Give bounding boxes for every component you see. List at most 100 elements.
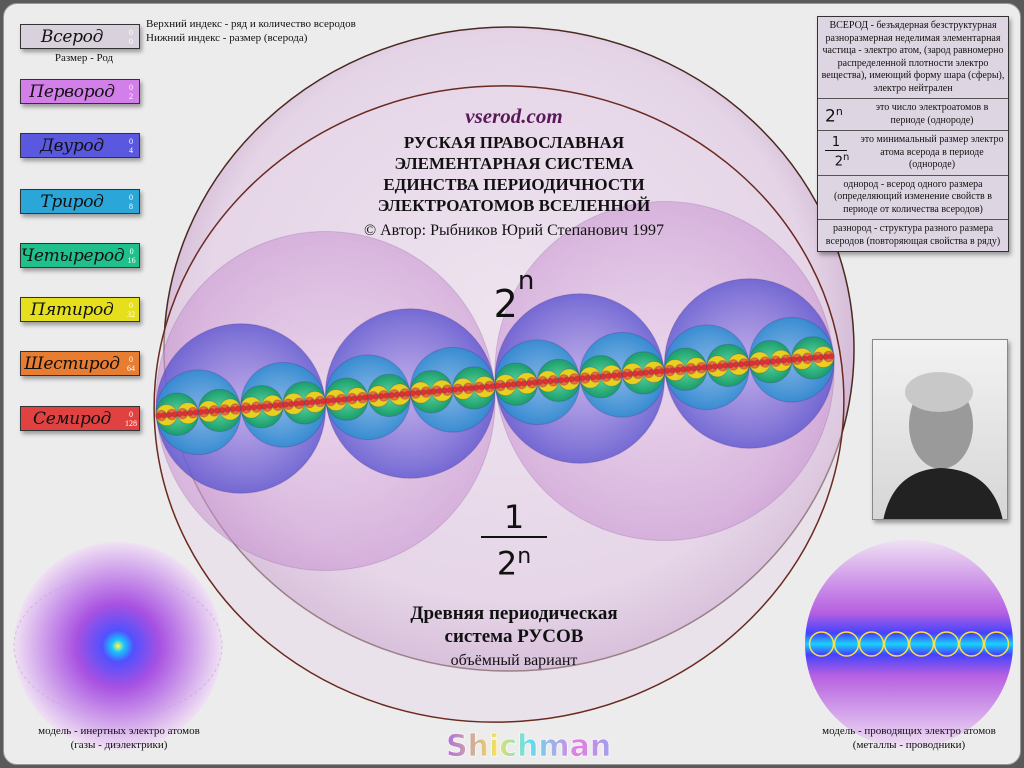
vserod-sphere-level-7	[552, 377, 560, 384]
vserod-sphere-level-7	[754, 359, 761, 366]
vserod-sphere-level-7	[558, 376, 565, 384]
vserod-sphere-level-7	[155, 412, 162, 419]
vserod-sphere-level-7	[769, 358, 777, 365]
vserod-sphere-level-7	[208, 407, 215, 415]
legend-item-2: Двурод 0 4	[20, 133, 140, 158]
vserod-sphere-level-7	[171, 411, 178, 418]
vserod-sphere-level-7	[282, 401, 289, 408]
author-portrait	[872, 339, 1008, 520]
vserod-sphere-level-7	[377, 392, 385, 400]
vserod-sphere-level-7	[309, 399, 316, 406]
vserod-sphere-level-7	[224, 406, 231, 413]
legend-item-index: 0 16	[127, 246, 136, 265]
vserod-sphere-level-7	[759, 359, 766, 366]
size-note: Размер - Род	[54, 52, 114, 64]
vserod-sphere-level-7	[780, 357, 787, 364]
vserod-sphere-level-7	[738, 361, 745, 368]
main-title: РУСКАЯ ПРАВОСЛАВНАЯ ЭЛЕМЕНТАРНАЯ СИСТЕМА Е…	[377, 133, 651, 215]
vserod-sphere-level-7	[701, 364, 708, 371]
vserod-sphere-level-7	[229, 406, 236, 413]
vserod-sphere-level-7	[362, 394, 369, 401]
vserod-sphere-level-7	[642, 369, 650, 376]
vserod-sphere-level-7	[325, 397, 332, 404]
conductive-atom	[883, 631, 910, 657]
legend-item-name: Пятирод	[30, 299, 114, 320]
vserod-sphere-level-7	[764, 358, 771, 366]
legend-item-name: Четырерод	[21, 245, 125, 266]
vserod-sphere-level-7	[547, 377, 554, 385]
legend-item-index: 0 32	[127, 300, 135, 319]
conductive-atom	[933, 631, 960, 657]
legend-item-name: Семирод	[33, 408, 111, 429]
vserod-sphere-level-7	[727, 361, 734, 369]
vserod-sphere-level-7	[372, 393, 379, 400]
vserod-sphere-level-7	[250, 404, 258, 411]
vserod-sphere-level-7	[430, 388, 438, 395]
legend-item-4: Четырерод 0 16	[20, 243, 140, 268]
inert-model-sphere	[14, 542, 222, 750]
vserod-sphere-level-7	[748, 360, 756, 367]
vserod-sphere-level-7	[436, 387, 443, 395]
conductive-atom	[958, 631, 985, 657]
vserod-sphere-level-7	[187, 409, 194, 417]
legend-item-6: Шестирод 0 64	[20, 351, 140, 376]
vserod-sphere-level-7	[669, 367, 676, 374]
vserod-sphere-level-7	[314, 398, 321, 405]
vserod-sphere-level-7	[446, 386, 454, 394]
vserod-sphere-level-7	[600, 373, 607, 380]
conductive-atom	[858, 631, 885, 657]
vserod-sphere-level-7	[632, 370, 639, 377]
vserod-sphere-level-7	[785, 356, 793, 364]
legend-item-name: Шестирод	[24, 353, 120, 374]
vserod-sphere-level-7	[335, 396, 342, 403]
vserod-sphere-level-7	[240, 405, 247, 412]
vserod-sphere-level-7	[791, 356, 798, 363]
vserod-sphere-level-7	[817, 354, 824, 361]
vserod-sphere-level-7	[653, 368, 660, 375]
odnorod-definition: однород - всерод одного размера (определ…	[818, 176, 1008, 220]
legend-item-0: Всерод 0 0	[20, 24, 140, 49]
vserod-sphere-level-7	[425, 388, 432, 396]
vserod-sphere-level-7	[420, 389, 427, 396]
vserod-sphere-level-7	[584, 374, 591, 381]
vserod-sphere-level-7	[293, 400, 300, 407]
vserod-sphere-level-7	[409, 390, 417, 397]
vserod-sphere-level-7	[828, 353, 835, 360]
vserod-sphere-level-7	[399, 391, 406, 398]
sphere-diagram: Shichman	[13, 26, 1013, 764]
conductive-atom	[833, 631, 860, 657]
vserod-sphere-level-7	[605, 372, 613, 380]
vserod-sphere-level-7	[489, 383, 496, 390]
vserod-sphere-level-7	[393, 391, 401, 398]
vserod-sphere-level-7	[505, 381, 512, 388]
vserod-sphere-level-7	[695, 364, 703, 372]
vserod-sphere-level-7	[812, 354, 819, 361]
vserod-sphere-level-7	[234, 405, 242, 412]
vserod-sphere-level-7	[483, 383, 491, 390]
vserod-sphere-level-7	[637, 369, 644, 377]
conductive-atom	[983, 631, 1010, 657]
power-description: это число электроатомов в периоде (однор…	[875, 102, 989, 126]
conductive-atom	[908, 631, 935, 657]
vserod-sphere-level-7	[452, 386, 459, 393]
legend-item-name: Первород	[29, 81, 115, 102]
vserod-sphere-level-7	[732, 361, 740, 368]
vserod-sphere-level-7	[531, 379, 538, 386]
vserod-sphere-level-7	[166, 411, 173, 418]
vserod-sphere-level-7	[457, 385, 464, 393]
vserod-sphere-level-7	[478, 384, 485, 391]
vserod-sphere-level-7	[319, 398, 326, 405]
vserod-sphere-level-7	[462, 385, 470, 392]
svg-text:Shichman: Shichman	[446, 729, 611, 764]
vserod-sphere-level-7	[510, 381, 517, 388]
vserod-sphere-level-7	[261, 403, 268, 410]
vserod-sphere-level-7	[690, 365, 697, 372]
poster: Shichman Верхний индекс - ряд и количест…	[3, 3, 1021, 765]
vserod-sphere-level-7	[266, 402, 274, 410]
vserod-sphere-level-7	[595, 373, 602, 381]
legend-item-index: 0 128	[125, 409, 137, 428]
